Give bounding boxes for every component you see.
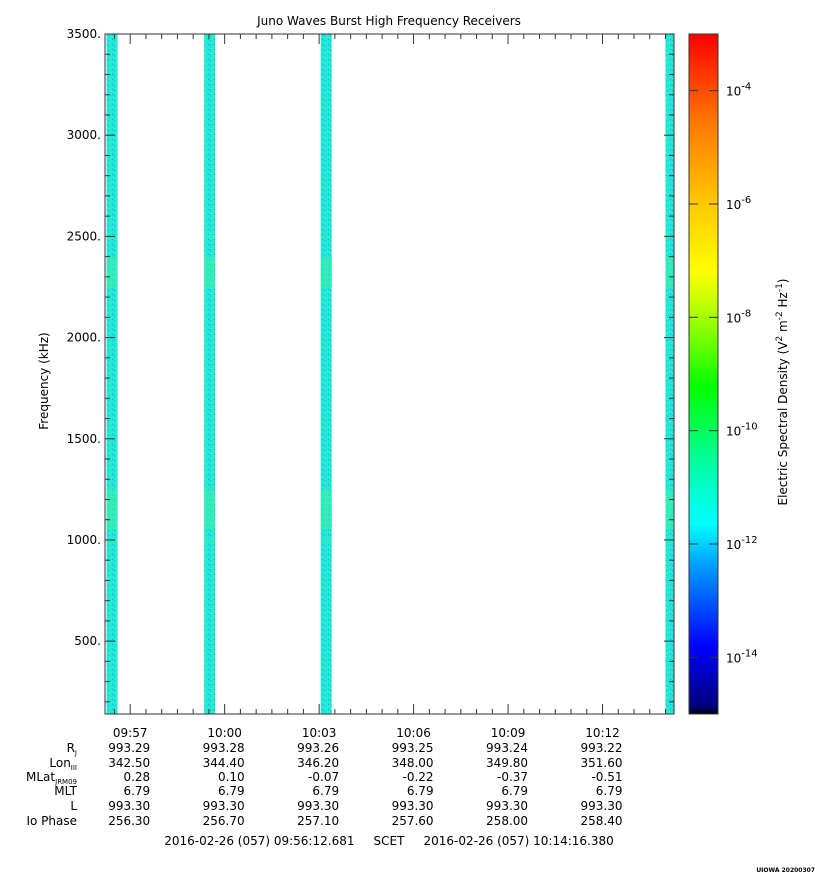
burst-strip bbox=[106, 34, 118, 714]
ephemeris-value: 993.22 bbox=[581, 741, 623, 755]
burst-strips bbox=[106, 34, 674, 714]
x-axis: 09:57 10:00 10:03 10:06 10:09 10:12 bbox=[113, 34, 666, 740]
y-tick-label: 2500. bbox=[67, 229, 101, 243]
ephemeris-value: 256.70 bbox=[203, 814, 245, 828]
ephemeris-table: RJ 993.29 993.28 993.26 993.25 993.24 993.22 Lo… bbox=[26, 741, 623, 828]
y-axis: 500. 1000. 1500. 2000. 2500. 3000. 3500. bbox=[67, 27, 674, 703]
y-tick-label: 2000. bbox=[67, 331, 101, 345]
ephemeris-value: 6.79 bbox=[123, 784, 150, 798]
colorbar-axis: 10-14 10-12 10-10 10-8 10-6 10-4 bbox=[689, 82, 758, 665]
burst-strip bbox=[665, 34, 674, 714]
colorbar-tick-label: 10-10 bbox=[726, 422, 758, 439]
ephemeris-value: 258.40 bbox=[581, 814, 623, 828]
ephemeris-value: 993.30 bbox=[392, 799, 434, 813]
ephemeris-value: 6.79 bbox=[596, 784, 623, 798]
y-tick-label: 500. bbox=[74, 634, 101, 648]
ephemeris-row-label: MLatJRM09 bbox=[26, 770, 77, 786]
x-tick-label: 10:09 bbox=[491, 726, 526, 740]
ephemeris-value: 256.30 bbox=[108, 814, 150, 828]
colorbar-label: Electric Spectral Density (V2 m-2 Hz-1) bbox=[775, 278, 790, 505]
burst-band bbox=[320, 257, 332, 288]
burst-strip bbox=[320, 34, 332, 714]
ephemeris-value: -0.22 bbox=[403, 770, 434, 784]
burst-band bbox=[320, 489, 332, 530]
burst-band bbox=[320, 235, 332, 238]
ephemeris-value: 993.28 bbox=[203, 741, 245, 755]
burst-band bbox=[204, 489, 216, 530]
ephemeris-value: 6.79 bbox=[312, 784, 339, 798]
ephemeris-value: 993.24 bbox=[486, 741, 528, 755]
ephemeris-value: 342.50 bbox=[108, 756, 150, 770]
colorbar-tick-label: 10-4 bbox=[726, 82, 751, 99]
y-tick-label: 3000. bbox=[67, 128, 101, 142]
ephemeris-row-label: MLT bbox=[54, 784, 77, 798]
x-tick-label: 10:03 bbox=[302, 726, 337, 740]
ephemeris-value: 351.60 bbox=[581, 756, 623, 770]
ephemeris-row-label: LonIII bbox=[49, 756, 77, 772]
footer-stamp: UIOWA 20200307 bbox=[756, 867, 815, 874]
burst-band bbox=[106, 257, 118, 288]
ephemeris-value: 0.28 bbox=[123, 770, 150, 784]
colorbar bbox=[688, 33, 719, 715]
ephemeris-value: 993.30 bbox=[108, 799, 150, 813]
ephemeris-row-label: Io Phase bbox=[26, 814, 77, 828]
x-tick-label: 09:57 bbox=[113, 726, 148, 740]
ephemeris-value: 349.80 bbox=[486, 756, 528, 770]
y-tick-label: 1500. bbox=[67, 432, 101, 446]
x-tick-label: 10:12 bbox=[585, 726, 620, 740]
plot-frame bbox=[104, 33, 675, 715]
y-tick-label: 3500. bbox=[67, 27, 101, 41]
colorbar-tick-label: 10-8 bbox=[726, 308, 751, 325]
ephemeris-value: 346.20 bbox=[297, 756, 339, 770]
chart-title: Juno Waves Burst High Frequency Receiver… bbox=[256, 14, 521, 28]
ephemeris-value: 344.40 bbox=[203, 756, 245, 770]
ephemeris-value: 993.29 bbox=[108, 741, 150, 755]
burst-band bbox=[204, 257, 216, 288]
ephemeris-value: 993.26 bbox=[297, 741, 339, 755]
burst-strip bbox=[204, 34, 216, 714]
ephemeris-value: 6.79 bbox=[407, 784, 434, 798]
ephemeris-value: 257.60 bbox=[392, 814, 434, 828]
colorbar-tick-label: 10-6 bbox=[726, 195, 751, 212]
ephemeris-value: 258.00 bbox=[486, 814, 528, 828]
x-tick-label: 10:06 bbox=[396, 726, 431, 740]
colorbar-tick-label: 10-14 bbox=[726, 648, 758, 665]
ephemeris-value: -0.07 bbox=[308, 770, 339, 784]
ephemeris-row-label: L bbox=[70, 799, 77, 813]
burst-band bbox=[665, 257, 674, 288]
ephemeris-value: 6.79 bbox=[218, 784, 245, 798]
ephemeris-value: 0.10 bbox=[218, 770, 245, 784]
ephemeris-value: 993.30 bbox=[486, 799, 528, 813]
ephemeris-value: 348.00 bbox=[392, 756, 434, 770]
ephemeris-value: 993.30 bbox=[203, 799, 245, 813]
burst-band bbox=[665, 489, 674, 530]
ephemeris-value: 257.10 bbox=[297, 814, 339, 828]
ephemeris-value: 6.79 bbox=[501, 784, 528, 798]
burst-band bbox=[106, 489, 118, 530]
ephemeris-value: -0.51 bbox=[591, 770, 622, 784]
y-axis-label: Frequency (kHz) bbox=[37, 332, 51, 429]
burst-band bbox=[204, 235, 216, 238]
ephemeris-value: -0.37 bbox=[497, 770, 528, 784]
burst-band bbox=[204, 538, 216, 541]
ephemeris-value: 993.25 bbox=[392, 741, 434, 755]
x-tick-label: 10:00 bbox=[207, 726, 242, 740]
time-range: 2016-02-26 (057) 09:56:12.681 SCET 2016-… bbox=[164, 834, 614, 848]
burst-band bbox=[320, 538, 332, 541]
ephemeris-value: 993.30 bbox=[581, 799, 623, 813]
colorbar-tick-label: 10-12 bbox=[726, 535, 758, 552]
ephemeris-row-label: RJ bbox=[67, 741, 77, 757]
ephemeris-value: 993.30 bbox=[297, 799, 339, 813]
y-tick-label: 1000. bbox=[67, 533, 101, 547]
